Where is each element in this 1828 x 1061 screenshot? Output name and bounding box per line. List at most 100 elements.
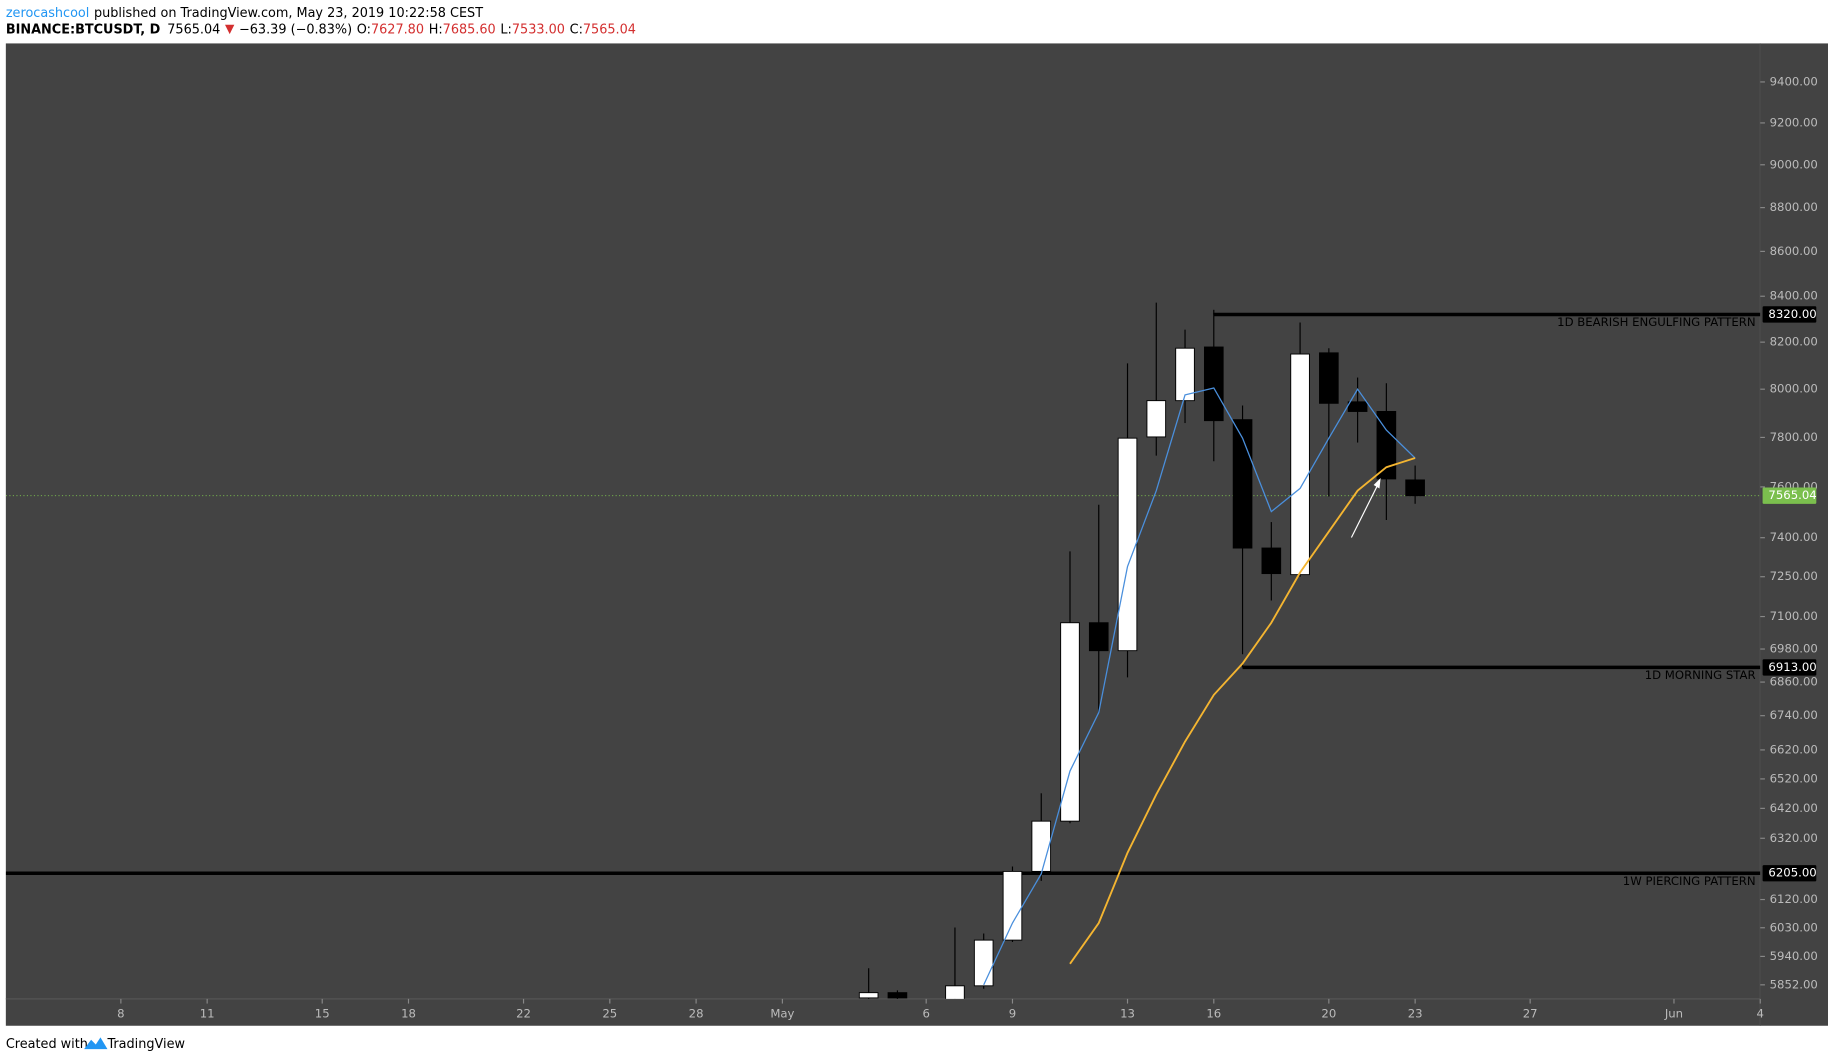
x-tick-label: 4: [1757, 1007, 1764, 1021]
published: published on TradingView.com, May 23, 20…: [94, 6, 483, 21]
tv-logo: [84, 1037, 108, 1050]
last-price-label: 7565.04: [1768, 488, 1816, 502]
candle-body: [1405, 479, 1425, 497]
y-tick-label: 9200.00: [1770, 115, 1818, 129]
ohlc-name: C:: [570, 22, 583, 37]
candle-body: [1031, 820, 1052, 872]
header: zerocashcool published on TradingView.com…: [6, 6, 483, 21]
y-tick-label: 9400.00: [1770, 74, 1818, 88]
x-tick-label: 16: [1206, 1007, 1221, 1021]
level-text: 1W PIERCING PATTERN: [1623, 874, 1756, 888]
y-tick-label: 5940.00: [1770, 949, 1818, 963]
change: −63.39 (−0.83%): [239, 22, 352, 37]
candle-body: [1002, 870, 1023, 941]
candle-body: [1261, 547, 1282, 575]
x-tick-label: 13: [1120, 1007, 1135, 1021]
candle-body: [1203, 346, 1224, 422]
y-tick-label: 7100.00: [1770, 609, 1818, 623]
created-with: Created with: [6, 1037, 88, 1052]
candle-body: [1319, 352, 1339, 404]
candle-body: [1376, 410, 1397, 480]
level-price-label: 6205.00: [1768, 866, 1816, 880]
y-tick-label: 8400.00: [1770, 289, 1818, 303]
moving-average: [1069, 457, 1416, 965]
y-tick-label: 6620.00: [1770, 742, 1818, 756]
candle-body: [1347, 401, 1368, 412]
plot: 1D BEARISH ENGULFING PATTERN 1D MORNING S…: [5, 302, 1761, 999]
ohlc-name: O:: [357, 22, 371, 37]
ohlc-name: H:: [429, 22, 443, 37]
annotation-arrowhead: [1373, 477, 1381, 489]
candle-body: [945, 985, 965, 999]
level-price-box: [1762, 865, 1817, 882]
candle-body: [1146, 400, 1167, 438]
y-tick-label: 8200.00: [1770, 335, 1818, 349]
last: 7565.04: [167, 22, 220, 37]
y-tick-label: 9000.00: [1770, 157, 1818, 171]
level-text: 1D MORNING STAR: [1645, 668, 1756, 682]
tradingview: TradingView: [106, 1037, 185, 1052]
candle-body: [887, 992, 908, 999]
x-tick-label: 15: [315, 1007, 330, 1021]
candle-body: [1175, 347, 1195, 402]
candle-body: [1088, 622, 1109, 652]
down-arrow: [225, 24, 235, 35]
x-tick-label: Jun: [1664, 1007, 1683, 1021]
price-axis: [1760, 43, 1828, 1026]
level-price-label: 8320.00: [1768, 307, 1816, 321]
ohlc-value: 7533.00: [512, 22, 565, 37]
x-tick-label: 20: [1321, 1007, 1336, 1021]
candle-body: [1060, 622, 1080, 822]
author: zerocashcool: [6, 6, 90, 21]
legend: BINANCE:BTCUSDT, D 7565.04 −63.39 (−0.83%)…: [6, 22, 636, 37]
y-tick-label: 8800.00: [1770, 200, 1818, 214]
moving-average: [983, 387, 1416, 986]
x-tick-label: 6: [922, 1007, 929, 1021]
y-tick-label: 6740.00: [1770, 708, 1818, 722]
plot-background: [5, 43, 1761, 1026]
ohlc: O:7627.80 H:7685.60 L:7533.00 C:7565.04: [357, 22, 636, 37]
level-price-box: [1762, 306, 1817, 323]
x-tick-label: May: [770, 1007, 794, 1021]
level-price-label: 6913.00: [1768, 660, 1816, 674]
y-tick-label: 7400.00: [1770, 530, 1818, 544]
ohlc-value: 7627.80: [371, 22, 424, 37]
x-tick-label: 27: [1523, 1007, 1538, 1021]
y-tick-label: 5852.00: [1770, 977, 1818, 991]
x-tick-label: 25: [602, 1007, 617, 1021]
y-tick-label: 6320.00: [1770, 831, 1818, 845]
y-tick-label: 6120.00: [1770, 892, 1818, 906]
axes: 9400.00 9200.00 9000.00 8800.00 8600.00 8400.…: [117, 74, 1818, 1020]
candle-body: [1290, 353, 1310, 576]
level-text: 1D BEARISH ENGULFING PATTERN: [1557, 315, 1755, 329]
last-price-box: [1762, 487, 1817, 504]
y-tick-label: 6420.00: [1770, 801, 1818, 815]
x-tick-label: 23: [1408, 1007, 1423, 1021]
candle-body: [973, 939, 994, 987]
y-tick-label: 6980.00: [1770, 642, 1818, 656]
x-tick-label: 8: [117, 1007, 124, 1021]
candle-body: [858, 992, 879, 999]
y-tick-label: 7250.00: [1770, 569, 1818, 583]
x-tick-label: 18: [401, 1007, 416, 1021]
candle-body: [1117, 437, 1138, 652]
y-tick-label: 7800.00: [1770, 430, 1818, 444]
price-labels: 8320.00 6913.00 6205.00 7565.04: [1762, 306, 1817, 882]
x-tick-label: 9: [1009, 1007, 1016, 1021]
y-tick-label: 6520.00: [1770, 771, 1818, 785]
level-price-box: [1762, 659, 1817, 676]
y-tick-label: 8000.00: [1770, 382, 1818, 396]
x-tick-label: 22: [516, 1007, 531, 1021]
y-tick-label: 6030.00: [1770, 920, 1818, 934]
x-tick-label: 11: [200, 1007, 215, 1021]
ohlc-value: 7565.04: [583, 22, 636, 37]
y-tick-label: 6860.00: [1770, 675, 1818, 689]
ohlc-value: 7685.60: [443, 22, 496, 37]
symbol: BINANCE:BTCUSDT, D: [6, 22, 160, 37]
y-tick-label: 8600.00: [1770, 244, 1818, 258]
annotation-arrow: [1350, 481, 1380, 538]
x-tick-label: 28: [689, 1007, 704, 1021]
ohlc-name: L:: [500, 22, 511, 37]
